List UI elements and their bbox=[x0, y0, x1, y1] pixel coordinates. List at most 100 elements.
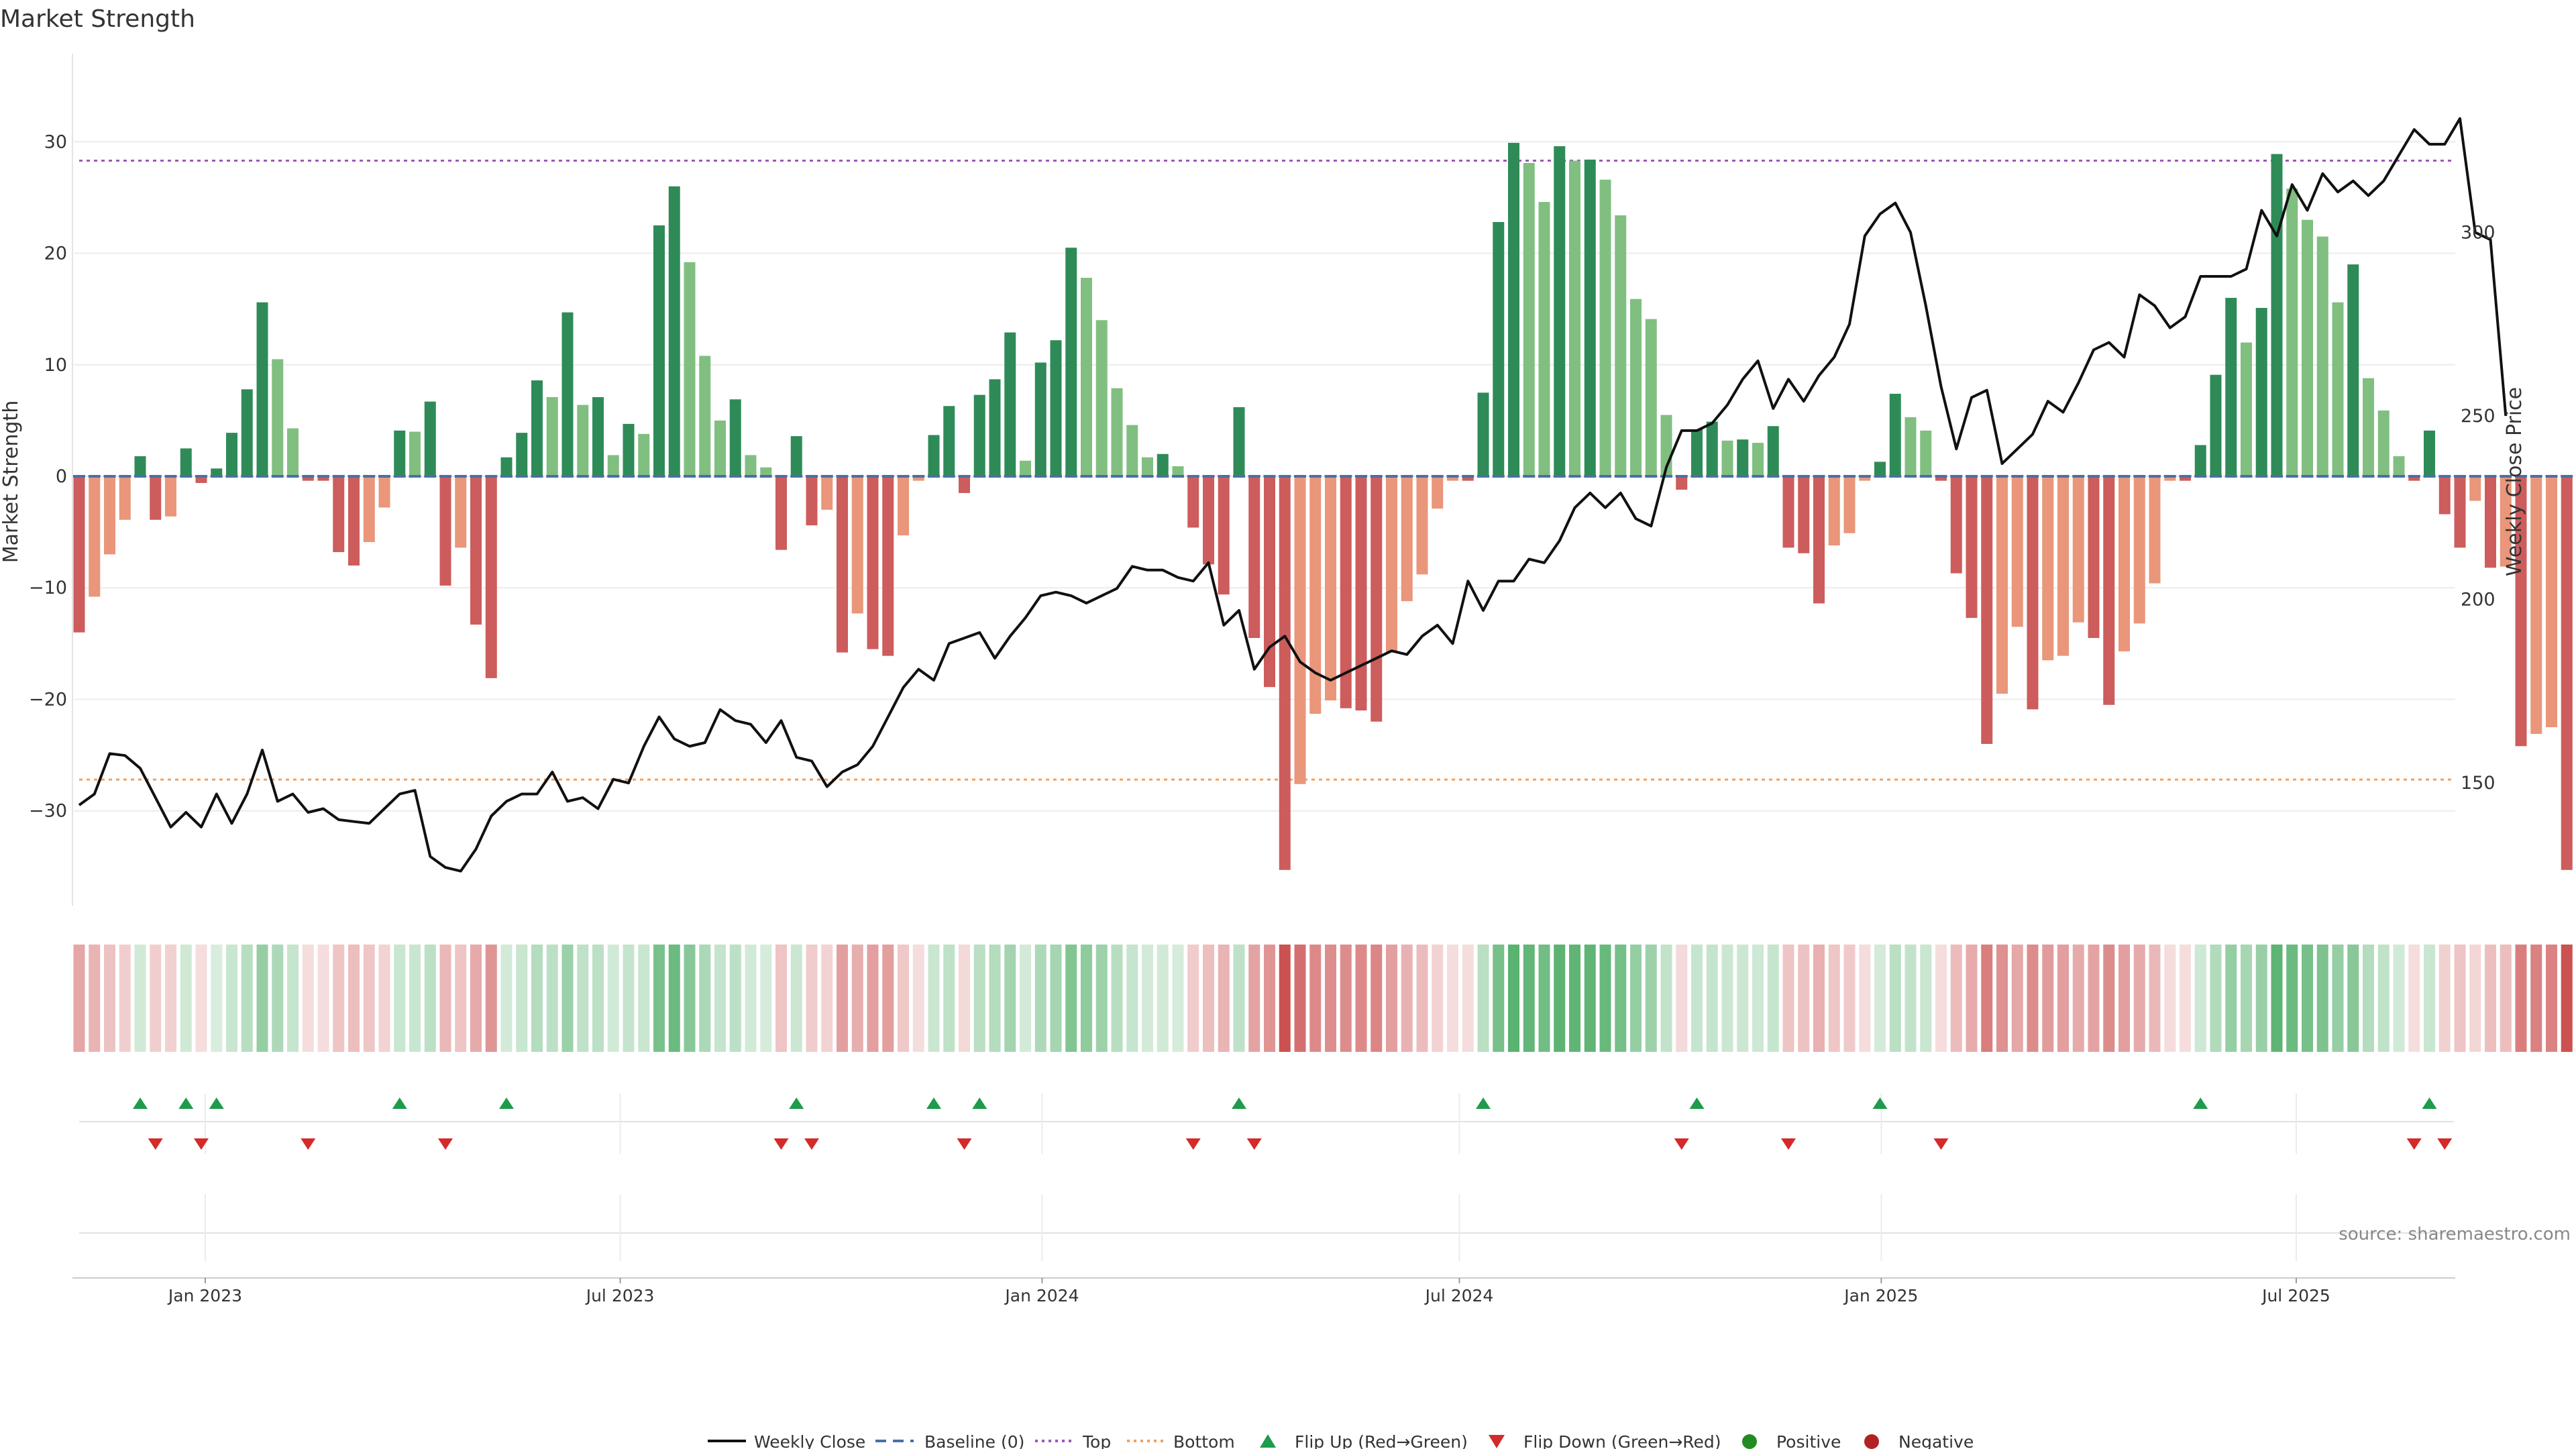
heat-cell bbox=[1355, 945, 1367, 1052]
heat-cell bbox=[1691, 945, 1703, 1052]
strength-bar bbox=[363, 476, 375, 543]
heat-cell bbox=[2500, 945, 2512, 1052]
legend-item-weekly-close: Weekly Close bbox=[708, 1432, 865, 1449]
heat-cell bbox=[1889, 945, 1901, 1052]
strength-bar bbox=[455, 476, 467, 548]
heat-cell bbox=[1034, 945, 1046, 1052]
strength-bar bbox=[1294, 476, 1306, 784]
heat-cell bbox=[2027, 945, 2039, 1052]
heat-cell bbox=[1493, 945, 1505, 1052]
y2-tick-label: 200 bbox=[2461, 590, 2496, 610]
legend-item-baseline: Baseline (0) bbox=[875, 1432, 1024, 1449]
strength-bar bbox=[1737, 439, 1749, 476]
flip-markers bbox=[79, 1093, 2454, 1261]
x-tick-label: Jan 2023 bbox=[167, 1286, 242, 1305]
flip-down-marker bbox=[773, 1138, 789, 1150]
flip-up-marker bbox=[2422, 1097, 2437, 1109]
strength-bar bbox=[89, 476, 101, 597]
x-axis: Jan 2023 Jul 2023 Jan 2024 Jul 2024 Jan 2025… bbox=[72, 1277, 2455, 1305]
strength-bar bbox=[1233, 407, 1245, 476]
heat-cell bbox=[2241, 945, 2252, 1052]
heat-cell bbox=[1111, 945, 1123, 1052]
strength-bar bbox=[760, 467, 772, 476]
flip-up-marker bbox=[499, 1097, 514, 1109]
strength-bar bbox=[1248, 476, 1260, 639]
heat-cell bbox=[2011, 945, 2023, 1052]
heat-cell bbox=[1081, 945, 1092, 1052]
strength-bar bbox=[1721, 440, 1733, 476]
strength-bar bbox=[898, 476, 909, 536]
y2-tick-label: 150 bbox=[2461, 773, 2496, 794]
heat-cell bbox=[424, 945, 436, 1052]
strength-bar bbox=[1371, 476, 1383, 722]
strength-bar bbox=[2393, 456, 2405, 476]
strength-bar bbox=[592, 396, 604, 476]
strength-bar bbox=[1340, 476, 1352, 708]
strength-bar bbox=[2485, 476, 2496, 568]
strength-bar bbox=[1798, 476, 1810, 553]
strength-bar bbox=[1874, 462, 1886, 476]
strength-bar bbox=[1126, 425, 1138, 476]
heat-cell bbox=[2225, 945, 2237, 1052]
heat-cell bbox=[1157, 945, 1169, 1052]
strength-bar bbox=[1859, 476, 1871, 481]
heat-cell bbox=[1340, 945, 1352, 1052]
strength-bar bbox=[2347, 264, 2359, 476]
strength-bar bbox=[1050, 340, 1062, 476]
y-axis-left: −30 −20 −10 0 10 20 30 bbox=[29, 131, 67, 821]
negative-dot-icon bbox=[1864, 1434, 1879, 1449]
y-tick-label: 20 bbox=[44, 244, 67, 264]
flip-up-marker bbox=[972, 1097, 987, 1109]
heat-cell bbox=[1599, 945, 1611, 1052]
heat-cell bbox=[1416, 945, 1428, 1052]
heat-cell bbox=[1676, 945, 1688, 1052]
heat-cell bbox=[1279, 945, 1291, 1052]
strength-bar bbox=[912, 476, 924, 481]
strength-bar bbox=[2515, 476, 2527, 747]
y-tick-label: −30 bbox=[29, 801, 67, 822]
heat-cell bbox=[745, 945, 757, 1052]
legend-item-negative: Negative bbox=[1864, 1432, 1974, 1449]
strength-bar bbox=[1172, 466, 1184, 476]
strength-heat-strip bbox=[73, 945, 2573, 1052]
strength-bar bbox=[333, 476, 345, 553]
heat-cell bbox=[165, 945, 176, 1052]
heat-cell bbox=[2515, 945, 2527, 1052]
triangle-down-icon bbox=[1489, 1435, 1505, 1448]
strength-bar bbox=[837, 476, 848, 653]
strength-bar bbox=[134, 456, 146, 476]
strength-bar bbox=[165, 476, 176, 517]
strength-bar bbox=[272, 359, 284, 476]
heat-cell bbox=[1371, 945, 1383, 1052]
triangle-up-icon bbox=[1260, 1434, 1276, 1448]
heat-cell bbox=[1660, 945, 1672, 1052]
strength-bar bbox=[2530, 476, 2542, 734]
heat-cell bbox=[2424, 945, 2435, 1052]
legend-label-negative: Negative bbox=[1898, 1432, 1974, 1449]
strength-bar bbox=[1950, 476, 1962, 574]
strength-bar bbox=[516, 433, 528, 476]
heat-cell bbox=[1218, 945, 1230, 1052]
y-tick-label: 30 bbox=[44, 131, 67, 152]
strength-bar bbox=[1920, 430, 1932, 476]
x-tick-label: Jul 2024 bbox=[1424, 1286, 1494, 1305]
strength-bar bbox=[2180, 476, 2191, 481]
heat-cell bbox=[2133, 945, 2145, 1052]
heat-cell bbox=[2057, 945, 2069, 1052]
strength-bar bbox=[2546, 476, 2557, 728]
flip-up-marker bbox=[133, 1097, 148, 1109]
heat-cell bbox=[1615, 945, 1627, 1052]
strength-bar bbox=[623, 423, 635, 476]
strength-bar bbox=[2057, 476, 2069, 656]
heat-cell bbox=[2286, 945, 2298, 1052]
strength-bar bbox=[2027, 476, 2039, 710]
heat-cell bbox=[2561, 945, 2573, 1052]
heat-cell bbox=[2377, 945, 2390, 1052]
heat-cell bbox=[882, 945, 894, 1052]
strength-bar bbox=[1020, 460, 1031, 476]
flip-up-marker bbox=[789, 1097, 804, 1109]
heat-cell bbox=[2347, 945, 2359, 1052]
heat-cell bbox=[1752, 945, 1764, 1052]
heat-cell bbox=[2363, 945, 2374, 1052]
strength-bar bbox=[1477, 392, 1489, 476]
